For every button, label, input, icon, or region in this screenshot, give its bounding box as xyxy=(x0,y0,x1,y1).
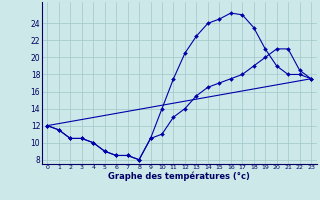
X-axis label: Graphe des températures (°c): Graphe des températures (°c) xyxy=(108,172,250,181)
